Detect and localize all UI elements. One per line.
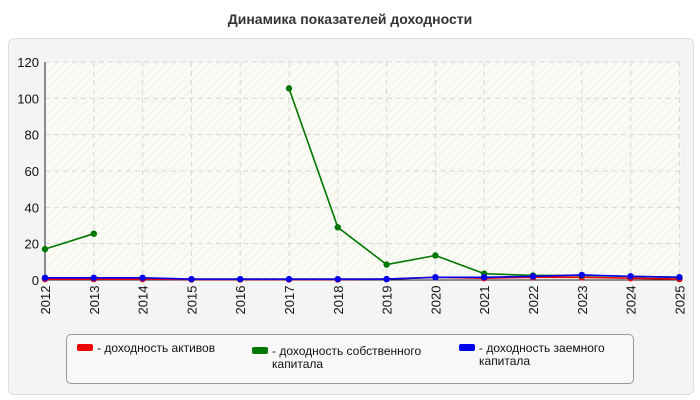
data-point-equity	[90, 230, 98, 237]
data-point-debt	[334, 275, 341, 283]
data-point-equity	[432, 252, 439, 259]
data-point-debt	[578, 271, 585, 279]
gridlines	[45, 61, 680, 280]
data-point-debt	[529, 273, 537, 280]
legend-swatch-equity	[252, 347, 268, 354]
data-point-equity	[285, 85, 293, 92]
series-line-debt	[45, 274, 680, 280]
chart-title: Динамика показателей доходности	[227, 11, 473, 27]
legend-label-assets: - доходность активов	[97, 341, 216, 355]
legend-swatch-assets	[77, 344, 93, 351]
x-tick-label: 2013	[87, 286, 102, 315]
x-tick-label: 2019	[380, 286, 395, 315]
legend-label-equity: - доходность собственного капитала	[272, 344, 422, 371]
x-tick-label: 2012	[38, 286, 53, 315]
data-point-debt	[481, 274, 488, 281]
data-point-debt	[139, 274, 146, 282]
data-point-debt	[383, 275, 390, 283]
data-point-debt	[676, 274, 683, 281]
y-tick-label: 100	[17, 91, 39, 106]
legend: - доходность активов - доходность собств…	[66, 334, 634, 384]
data-point-equity	[41, 245, 49, 253]
data-point-debt	[285, 275, 293, 283]
data-point-debt	[188, 275, 195, 283]
data-point-equity	[334, 224, 341, 231]
x-tick-label: 2022	[526, 286, 541, 315]
y-tick-label: 60	[25, 164, 39, 179]
series	[41, 85, 683, 283]
y-tick-label: 120	[17, 55, 39, 70]
y-tick-label: 80	[25, 128, 39, 143]
x-tick-label: 2014	[136, 286, 151, 315]
y-tick-label: 20	[25, 237, 39, 252]
legend-swatch-debt	[459, 344, 475, 351]
data-point-equity	[383, 261, 390, 268]
x-tick-label: 2015	[184, 286, 199, 315]
x-tick-label: 2017	[282, 286, 297, 315]
x-tick-label: 2016	[233, 286, 248, 315]
data-point-debt	[90, 274, 98, 282]
x-tick-label: 2025	[672, 286, 687, 315]
x-tick-label: 2020	[428, 286, 443, 315]
y-tick-label: 0	[32, 273, 39, 288]
data-point-debt	[237, 275, 244, 283]
x-tick-label: 2024	[624, 286, 639, 315]
x-tick-label: 2018	[331, 286, 346, 315]
x-tick-label: 2021	[477, 286, 492, 315]
legend-label-debt: - доходность заемного капитала	[479, 341, 605, 368]
x-tick-label: 2023	[575, 286, 590, 315]
axes: 0 20 40 60 80 100 120 2012 2013 2014 2015 2016 2017 2…	[17, 55, 687, 314]
data-point-debt	[627, 273, 634, 280]
y-tick-label: 40	[25, 200, 39, 215]
data-point-debt	[432, 274, 439, 281]
series-line-equity	[44, 232, 95, 250]
data-point-debt	[41, 274, 49, 282]
